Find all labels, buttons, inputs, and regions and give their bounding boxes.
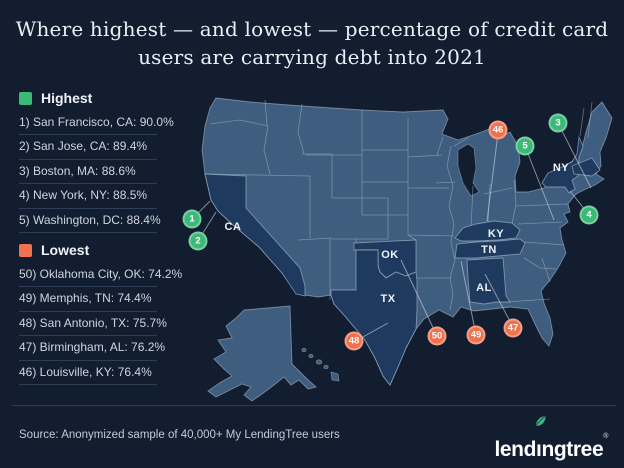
state-label-ok: OK: [381, 249, 399, 261]
legend-lowest-title: Lowest: [41, 242, 90, 258]
legend-highest-header: Highest: [19, 88, 169, 108]
state-new-york: [541, 135, 584, 194]
state-tennessee: [454, 238, 526, 259]
lowest-swatch-icon: [19, 243, 32, 257]
state-massachusetts: [571, 157, 601, 177]
legend-item-highest-2: 2) San Jose, CA: 89.4%: [19, 135, 157, 160]
marker-rank-2: 2: [188, 231, 208, 251]
state-label-al: AL: [476, 282, 492, 294]
title-line-2: users are carrying debt into 2021: [138, 45, 486, 69]
leader-line-46: [486, 132, 499, 222]
legend-lowest-header: Lowest: [19, 240, 169, 260]
legend-item-highest-3: 3) Boston, MA: 88.6%: [19, 160, 157, 185]
marker-rank-46: 46: [488, 120, 508, 140]
lendingtree-logo: lendıngtree®: [494, 415, 608, 461]
marker-rank-48: 48: [344, 331, 364, 351]
leader-line-5: [524, 145, 555, 221]
state-label-ca: CA: [224, 221, 242, 233]
leaf-icon: [536, 415, 547, 427]
state-california: [204, 173, 306, 297]
leader-line-47: [484, 273, 514, 328]
marker-rank-50: 50: [427, 326, 447, 346]
legend-item-highest-4: 4) New York, NY: 88.5%: [19, 184, 157, 209]
legend-item-lowest-47: 47) Birmingham, AL: 76.2%: [19, 336, 165, 361]
state-alaska: [207, 305, 317, 402]
legend-item-highest-1: 1) San Francisco, CA: 90.0%: [19, 111, 174, 136]
marker-rank-5: 5: [515, 136, 535, 156]
legend-item-lowest-46: 46) Louisville, KY: 76.4%: [19, 361, 157, 385]
state-label-tn: TN: [481, 244, 497, 256]
state-texas: [330, 249, 418, 386]
highlighted-states: [204, 135, 601, 386]
logo-text-pre: lend: [494, 438, 537, 461]
source-text: Source: Anonymized sample of 40,000+ My …: [19, 429, 340, 441]
marker-rank-49: 49: [466, 325, 486, 345]
leader-line-50: [400, 259, 438, 337]
state-label-ny: NY: [552, 162, 570, 174]
legend-item-lowest-48: 48) San Antonio, TX: 75.7%: [19, 312, 167, 337]
marker-rank-47: 47: [503, 318, 523, 338]
marker-rank-1: 1: [182, 209, 202, 229]
footer-divider: [12, 405, 616, 406]
marker-rank-3: 3: [548, 113, 568, 133]
page-title: Where highest — and lowest — percentage …: [0, 15, 624, 71]
highest-swatch-icon: [19, 91, 32, 105]
state-kentucky: [454, 220, 521, 242]
state-label-tx: TX: [380, 293, 396, 305]
legend-item-lowest-49: 49) Memphis, TN: 74.4%: [19, 287, 157, 312]
logo-text-post: ngtree: [541, 438, 604, 461]
legend-lowest: Lowest 50) Oklahoma City, OK: 74.2% 49) …: [19, 240, 182, 385]
state-hawaii: [301, 347, 340, 382]
title-line-1: Where highest — and lowest — percentage …: [15, 17, 609, 41]
logo-registered-mark: ®: [603, 433, 608, 440]
marker-rank-4: 4: [579, 205, 599, 225]
legend-highest: Highest 1) San Francisco, CA: 90.0% 2) S…: [19, 88, 174, 233]
legend-highest-title: Highest: [41, 90, 93, 106]
state-label-ky: KY: [487, 228, 505, 240]
legend-item-lowest-50: 50) Oklahoma City, OK: 74.2%: [19, 263, 182, 288]
leader-line-49: [460, 260, 477, 336]
logo-text-i: ı: [536, 438, 542, 461]
state-borders: [204, 99, 593, 311]
lake-michigan: [457, 143, 480, 197]
leader-line-3: [557, 122, 592, 189]
legend-item-highest-5: 5) Washington, DC: 88.4%: [19, 209, 161, 233]
us-map-svg: [191, 97, 613, 402]
